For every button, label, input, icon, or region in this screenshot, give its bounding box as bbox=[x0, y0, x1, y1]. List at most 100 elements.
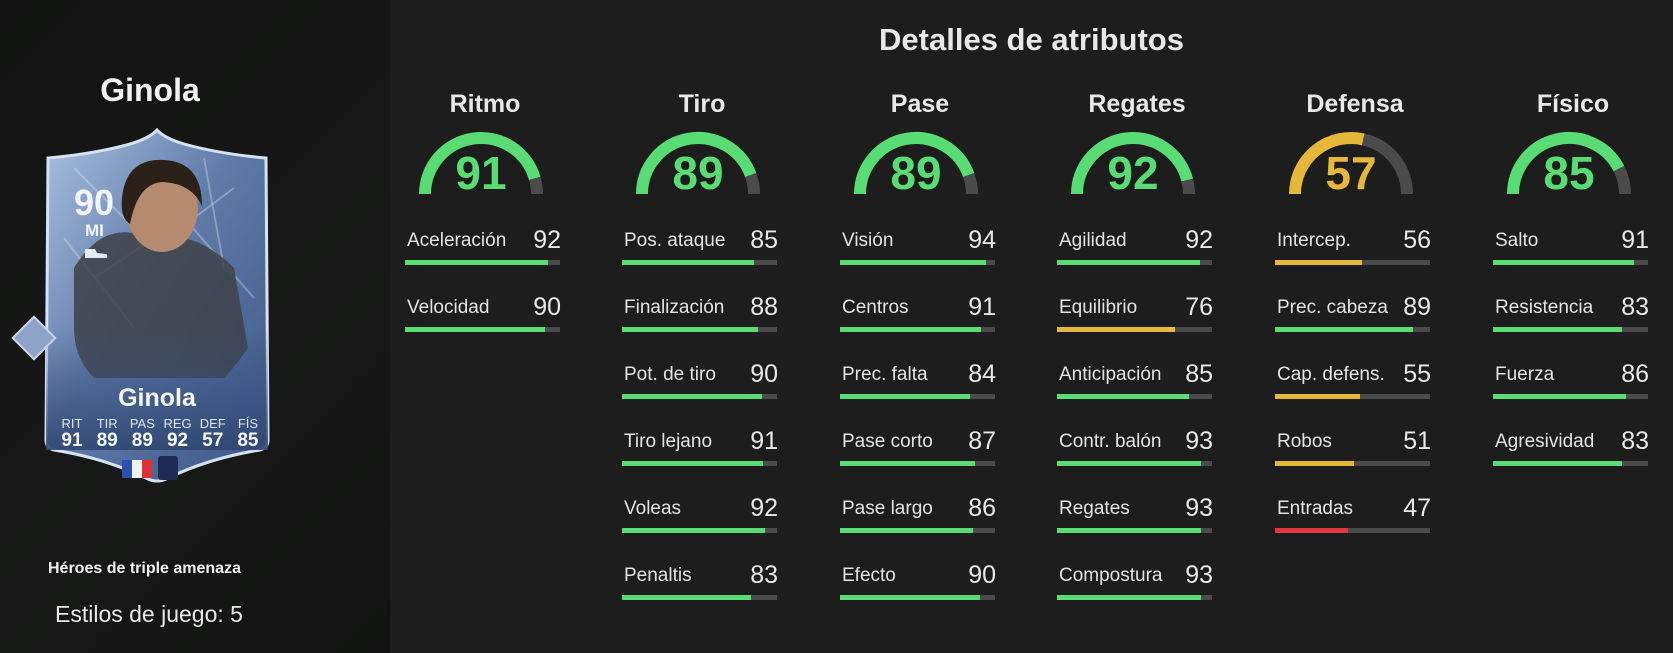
attribute-bar-fill bbox=[622, 394, 762, 399]
card-stat-value: 89 bbox=[96, 430, 118, 451]
attribute-bar-fill bbox=[1275, 528, 1348, 533]
category-ritmo: Ritmo 91 Aceleración 92 Velocidad 90 bbox=[405, 90, 565, 364]
category-gauge: 92 bbox=[1071, 130, 1203, 202]
category-regates: Regates 92 Agilidad 92 Equilibrio 76 Anticipac… bbox=[1057, 90, 1217, 632]
attribute-row: Pot. de tiro 90 bbox=[622, 360, 782, 431]
attribute-name: Pase largo bbox=[842, 498, 933, 519]
attribute-name: Compostura bbox=[1059, 565, 1163, 586]
attribute-bar-track bbox=[840, 394, 995, 399]
attribute-name: Tiro lejano bbox=[624, 431, 713, 452]
attribute-row: Intercep. 56 bbox=[1275, 226, 1435, 297]
attribute-row: Robos 51 bbox=[1275, 427, 1435, 498]
gauge-track bbox=[1613, 165, 1631, 195]
category-value: 89 bbox=[890, 147, 942, 199]
attribute-bar-track bbox=[1275, 394, 1430, 399]
attribute-value: 91 bbox=[1621, 226, 1649, 254]
attribute-bar-track bbox=[1493, 327, 1648, 332]
attribute-row: Resistencia 83 bbox=[1493, 293, 1653, 364]
attribute-value: 90 bbox=[750, 360, 778, 388]
category-value: 91 bbox=[455, 147, 507, 199]
attribute-bar-fill bbox=[622, 528, 765, 533]
attribute-value: 87 bbox=[968, 427, 996, 455]
attribute-name: Robos bbox=[1277, 431, 1332, 452]
gauge-track bbox=[962, 172, 978, 195]
attribute-row: Equilibrio 76 bbox=[1057, 293, 1217, 364]
attribute-bar-fill bbox=[1275, 260, 1362, 265]
attribute-row: Pase largo 86 bbox=[840, 494, 1000, 565]
attribute-row: Aceleración 92 bbox=[405, 226, 565, 297]
attribute-value: 91 bbox=[968, 293, 996, 321]
card-stat: DEF 57 bbox=[196, 416, 230, 451]
attribute-row: Finalización 88 bbox=[622, 293, 782, 364]
attribute-bar-track bbox=[1275, 461, 1430, 466]
attribute-name: Prec. falta bbox=[842, 364, 928, 385]
playstyles-value: 5 bbox=[230, 601, 243, 627]
gauge-track bbox=[744, 172, 760, 195]
category-value: 85 bbox=[1543, 147, 1595, 199]
attribute-bar-fill bbox=[405, 260, 548, 265]
attribute-bar-fill bbox=[1493, 327, 1622, 332]
card-stat-value: 92 bbox=[166, 430, 189, 451]
card-stat-label: RIT bbox=[61, 416, 83, 431]
attribute-name: Intercep. bbox=[1277, 230, 1351, 251]
attribute-bar-fill bbox=[1057, 327, 1175, 332]
attribute-name: Prec. cabeza bbox=[1277, 297, 1388, 318]
attribute-name: Voleas bbox=[624, 498, 682, 519]
category-title: Pase bbox=[890, 90, 950, 118]
attribute-bar-fill bbox=[622, 595, 751, 600]
attribute-row: Pase corto 87 bbox=[840, 427, 1000, 498]
attribute-row: Voleas 92 bbox=[622, 494, 782, 565]
attribute-value: 85 bbox=[1185, 360, 1213, 388]
attribute-row: Contr. balón 93 bbox=[1057, 427, 1217, 498]
attribute-bar-fill bbox=[1057, 528, 1202, 533]
attribute-bar-fill bbox=[1493, 461, 1622, 466]
attribute-value: 90 bbox=[533, 293, 561, 321]
attribute-bar-track bbox=[1275, 327, 1430, 332]
attribute-bar-track bbox=[1493, 461, 1648, 466]
gauge-fill bbox=[636, 132, 757, 195]
attribute-list: Salto 91 Resistencia 83 Fuerza 86 Agresividad 8… bbox=[1493, 226, 1653, 498]
attribute-bar-track bbox=[405, 327, 560, 332]
attribute-row: Visión 94 bbox=[840, 226, 1000, 297]
attribute-row: Anticipación 85 bbox=[1057, 360, 1217, 431]
attribute-name: Anticipación bbox=[1059, 364, 1162, 385]
attribute-bar-fill bbox=[622, 461, 764, 466]
attribute-bar-fill bbox=[840, 394, 971, 399]
card-stats: RIT 91 TIR 89 PAS 89 REG 92 DEF 57 FÍS 8… bbox=[55, 416, 265, 451]
card-stat-value: 91 bbox=[61, 430, 83, 451]
attribute-bar-track bbox=[1493, 260, 1648, 265]
card-stat-value: 85 bbox=[237, 430, 259, 451]
attribute-bar-track bbox=[1275, 528, 1430, 533]
attribute-row: Cap. defens. 55 bbox=[1275, 360, 1435, 431]
card-player-name: Ginola bbox=[118, 384, 196, 412]
france-flag-icon bbox=[122, 460, 152, 478]
attribute-value: 85 bbox=[750, 226, 778, 254]
attribute-value: 94 bbox=[968, 226, 996, 254]
card-stat-label: DEF bbox=[199, 416, 226, 431]
attribute-value: 93 bbox=[1185, 427, 1213, 455]
gauge-track bbox=[1361, 133, 1413, 195]
attribute-value: 86 bbox=[1621, 360, 1649, 388]
attribute-bar-fill bbox=[840, 260, 986, 265]
attribute-row: Prec. falta 84 bbox=[840, 360, 1000, 431]
attribute-bar-track bbox=[1057, 528, 1212, 533]
attribute-bar-track bbox=[1057, 461, 1212, 466]
attribute-bar-fill bbox=[1057, 260, 1200, 265]
attribute-name: Agresividad bbox=[1495, 431, 1595, 452]
card-stat-label: PAS bbox=[129, 416, 155, 431]
attribute-value: 83 bbox=[750, 561, 778, 589]
category-gauge: 89 bbox=[854, 130, 986, 202]
attribute-value: 93 bbox=[1185, 494, 1213, 522]
category-title: Ritmo bbox=[449, 90, 521, 118]
gauge-fill bbox=[854, 132, 975, 195]
category-pase: Pase 89 Visión 94 Centros 91 Prec. falta 84 Pase… bbox=[840, 90, 1000, 632]
category-title: Físico bbox=[1536, 90, 1610, 118]
attribute-row: Regates 93 bbox=[1057, 494, 1217, 565]
attribute-name: Centros bbox=[842, 297, 909, 318]
category-gauge: 89 bbox=[636, 130, 768, 202]
player-card[interactable]: 90 MI Ginola RIT 91 TIR 89 PAS 89 REG 92 bbox=[11, 128, 280, 484]
card-rating: 90 bbox=[74, 182, 115, 223]
attribute-bar-track bbox=[405, 260, 560, 265]
attribute-name: Entradas bbox=[1277, 498, 1354, 519]
attribute-name: Salto bbox=[1495, 230, 1539, 251]
